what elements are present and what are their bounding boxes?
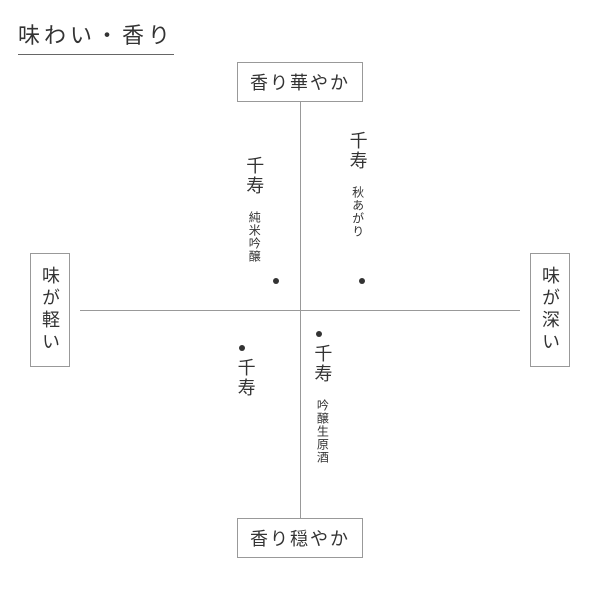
chart-title: 味わい・香り [18, 18, 174, 55]
data-point-label-sub: 吟醸生原酒 [315, 384, 329, 464]
data-point-label: 千寿 吟醸生原酒 [309, 344, 334, 464]
data-point-label-name: 千寿 [244, 156, 264, 196]
data-point-label-name: 千寿 [348, 131, 368, 171]
axis-label-top: 香り華やか [237, 62, 363, 102]
data-point-label-name: 千寿 [312, 344, 332, 384]
data-point-label: 千寿 純米吟醸 [241, 156, 266, 263]
data-point-dot [273, 278, 279, 284]
horizontal-axis-line [80, 310, 520, 311]
quadrant-chart: 香り華やか 香り穏やか 味が軽い 味が深い 千寿 純米吟醸千寿 秋あがり千寿千寿… [60, 70, 540, 550]
data-point-label: 千寿 秋あがり [344, 131, 369, 238]
axis-label-right: 味が深い [530, 253, 570, 367]
data-point-label: 千寿 [232, 358, 257, 398]
data-point-dot [239, 345, 245, 351]
data-point-label-name: 千寿 [236, 358, 256, 398]
data-point-label-sub: 純米吟醸 [247, 196, 261, 263]
axis-label-left: 味が軽い [30, 253, 70, 367]
data-point-dot [316, 331, 322, 337]
axis-label-bottom: 香り穏やか [237, 518, 363, 558]
data-point-dot [359, 278, 365, 284]
data-point-label-sub: 秋あがり [351, 171, 365, 238]
